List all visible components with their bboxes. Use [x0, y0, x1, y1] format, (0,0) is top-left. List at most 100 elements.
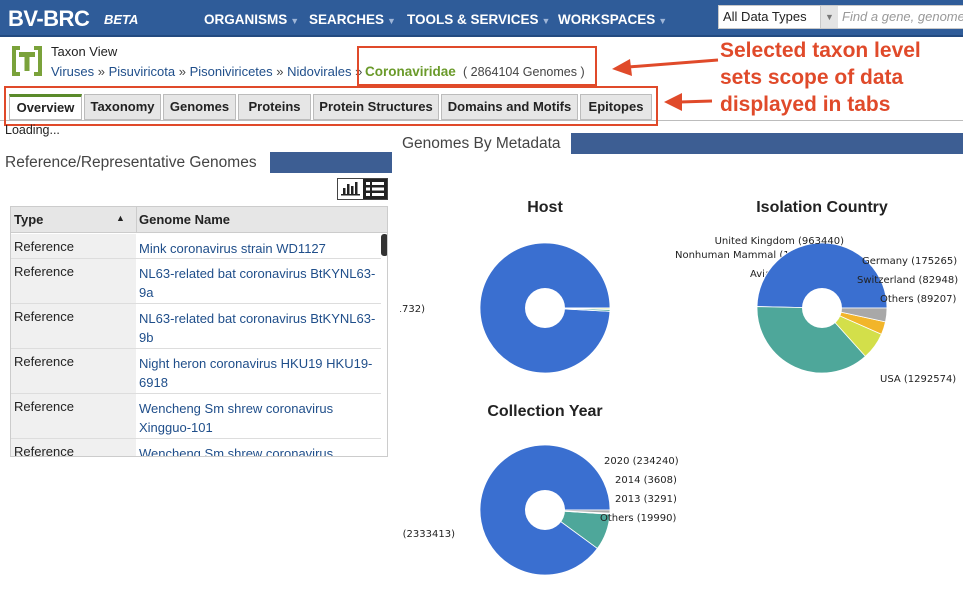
breadcrumb-pisoniviricetes[interactable]: Pisoniviricetes: [189, 64, 273, 79]
data-type-select[interactable]: All Data Types: [718, 5, 838, 29]
pie-chart-isolation-country: Isolation Country USA (1292574) United Kin…: [715, 199, 959, 385]
reference-genomes-table: Type ▲ Genome Name Reference Mink corona…: [10, 206, 388, 457]
tab-overview[interactable]: Overview: [9, 94, 82, 120]
column-divider: [136, 207, 137, 233]
taxon-view-label: Taxon View: [51, 44, 118, 59]
taxon-highlight-box: [357, 46, 597, 86]
pie-chart-title: Host: [527, 199, 563, 216]
annotation-tabs-note: displayed in tabs: [720, 93, 891, 116]
tab-epitopes[interactable]: Epitopes: [580, 94, 652, 120]
bar-chart-icon[interactable]: [338, 179, 363, 199]
pie-chart-title: Isolation Country: [756, 199, 888, 216]
nav-tools-services[interactable]: TOOLS & SERVICES ▼: [407, 12, 550, 27]
breadcrumb-nidovirales[interactable]: Nidovirales: [287, 64, 352, 79]
table-row[interactable]: Reference Night heron coronavirus HKU19 …: [11, 349, 381, 394]
sort-ascending-icon[interactable]: ▲: [116, 213, 125, 223]
breadcrumb-separator: »: [97, 64, 105, 79]
chevron-down-icon: ▼: [290, 16, 300, 26]
table-scrollbar[interactable]: [381, 234, 387, 256]
annotation-taxon-line-2: sets scope of data: [720, 66, 904, 89]
nav-workspaces-label: WORKSPACES: [558, 12, 656, 27]
breadcrumb-viruses[interactable]: Viruses: [51, 64, 95, 79]
tab-divider: [0, 120, 963, 121]
metadata-pie-charts: Host Human (2671732) Nonhuman Mammal (1178…: [400, 199, 959, 576]
view-toggle: [337, 178, 388, 200]
pie-label-others: Others (19990): [600, 513, 676, 524]
chevron-down-icon: ▼: [387, 16, 396, 26]
genome-name-link[interactable]: NL63-related bat coronavirus BtKYNL63-9a: [139, 266, 376, 300]
table-row[interactable]: Reference NL63-related bat coronavirus B…: [11, 304, 381, 349]
genome-type-cell: Reference: [11, 349, 136, 393]
pie-label-2013: 2013 (3291): [615, 494, 677, 505]
column-header-genome-name[interactable]: Genome Name: [139, 212, 231, 227]
genome-name-link[interactable]: Wencheng Sm shrew coronavirus Xingguo-10…: [139, 401, 334, 435]
table-icon[interactable]: [363, 179, 387, 199]
current-taxon: Coronaviridae: [365, 64, 456, 79]
table-row[interactable]: Reference Wencheng Sm shrew coronavirus: [11, 439, 381, 457]
donut-hole: [802, 288, 842, 328]
genome-name-link[interactable]: Wencheng Sm shrew coronavirus: [139, 446, 334, 457]
genome-type-cell: Reference: [11, 234, 136, 258]
column-header-type[interactable]: Type: [14, 212, 44, 227]
genome-type-cell: Reference: [11, 394, 136, 438]
brand-beta-label: BETA: [104, 12, 139, 27]
table-row[interactable]: Reference NL63-related bat coronavirus B…: [11, 259, 381, 304]
pie-label-others: Others (89207): [880, 294, 956, 305]
arrow-head-icon: [612, 59, 632, 76]
arrow-line: [627, 58, 719, 69]
pie-chart-title: Collection Year: [487, 403, 602, 420]
section-header-bar: [571, 133, 963, 154]
tab-protein-structures[interactable]: Protein Structures: [313, 94, 439, 120]
genome-name-link[interactable]: Mink coronavirus strain WD1127: [139, 241, 326, 256]
pie-label-2014: 2014 (3608): [615, 475, 677, 486]
arrow-head-icon: [664, 93, 682, 111]
table-row[interactable]: Reference Mink coronavirus strain WD1127: [11, 234, 381, 259]
pie-slice-united-kingdom[interactable]: [756, 306, 867, 374]
genome-type-cell: Reference: [11, 439, 136, 456]
pie-slice-2021[interactable]: [479, 444, 611, 576]
tab-genomes[interactable]: Genomes: [163, 94, 236, 120]
tab-taxonomy[interactable]: Taxonomy: [84, 94, 161, 120]
donut-hole: [525, 490, 565, 530]
nav-searches[interactable]: SEARCHES ▼: [309, 12, 396, 27]
breadcrumb-separator: »: [178, 64, 186, 79]
nav-organisms-label: ORGANISMS: [204, 12, 288, 27]
breadcrumb-separator: »: [276, 64, 284, 79]
chevron-down-icon: ▼: [541, 16, 551, 26]
genome-name-link[interactable]: Night heron coronavirus HKU19 HKU19-6918: [139, 356, 373, 390]
tab-proteins[interactable]: Proteins: [238, 94, 311, 120]
nav-searches-label: SEARCHES: [309, 12, 385, 27]
brand-logo[interactable]: BV-BRC: [8, 6, 90, 31]
donut-hole: [525, 288, 565, 328]
tabs-highlight-box: [4, 86, 658, 126]
genome-count: ( 2864104 Genomes ): [463, 65, 585, 79]
genomes-by-metadata-title: Genomes By Metadata: [402, 135, 561, 152]
table-row[interactable]: Reference Wencheng Sm shrew coronavirus …: [11, 394, 381, 439]
nav-organisms[interactable]: ORGANISMS ▼: [204, 12, 299, 27]
pie-label-united-kingdom: United Kingdom (963440): [715, 236, 845, 247]
nav-workspaces[interactable]: WORKSPACES ▼: [558, 12, 667, 27]
table-header: Type ▲ Genome Name: [11, 207, 387, 233]
breadcrumb: Viruses » Pisuviricota » Pisoniviricetes…: [51, 64, 362, 79]
annotation-taxon-line-1: Selected taxon level: [720, 39, 921, 62]
pie-label-usa: USA (1292574): [880, 374, 956, 385]
pie-label-2020: 2020 (234240): [604, 456, 679, 467]
pie-label-germany: Germany (175265): [862, 256, 957, 267]
chevron-down-icon[interactable]: ▼: [820, 6, 838, 28]
breadcrumb-pisuviricota[interactable]: Pisuviricota: [108, 64, 176, 79]
nav-tools-label: TOOLS & SERVICES: [407, 12, 539, 27]
reference-genomes-title: Reference/Representative Genomes: [5, 154, 257, 171]
genome-type-cell: Reference: [11, 259, 136, 303]
pie-label-human: Human (2671732): [400, 304, 425, 315]
genome-name-link[interactable]: NL63-related bat coronavirus BtKYNL63-9b: [139, 311, 376, 345]
taxon-icon: [12, 46, 42, 76]
tab-domains-motifs[interactable]: Domains and Motifs: [441, 94, 578, 120]
chevron-down-icon: ▼: [658, 16, 668, 26]
pie-chart-collection-year: Collection Year 2021 (2333413) 2020 (23424…: [400, 403, 679, 576]
arrow-line: [679, 99, 713, 104]
pie-slice-usa[interactable]: [756, 242, 888, 309]
global-search-input[interactable]: Find a gene, genome: [838, 5, 963, 29]
top-nav-bar: BV-BRC BETA ORGANISMS ▼ SEARCHES ▼ TOOLS &…: [0, 0, 963, 37]
pie-label-nonhuman-mammal: Nonhuman Mammal (11785): [675, 250, 819, 261]
